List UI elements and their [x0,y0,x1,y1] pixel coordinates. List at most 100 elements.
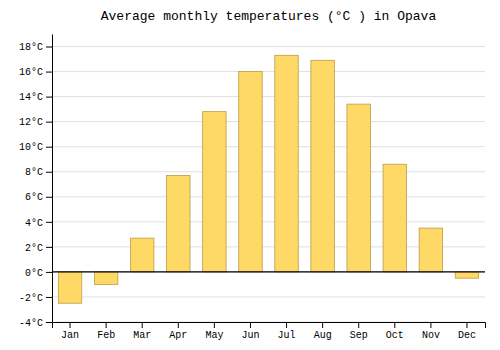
y-tick-mark [46,122,52,123]
y-tick: 2°C [25,243,52,254]
x-tick-mark [430,322,431,328]
x-tick-mark [178,322,179,328]
x-tick-mark [286,322,287,328]
x-tick-label: Jun [241,330,259,341]
bar [455,272,478,278]
grid-line [52,46,485,47]
x-tick-label: Aug [314,330,332,341]
y-tick-label: 4°C [25,218,43,229]
y-tick-label: -2°C [19,293,43,304]
x-tick-mark [250,322,251,328]
x-tick-label: Apr [169,330,187,341]
bar [58,272,81,303]
x-tick-mark [214,322,215,328]
bar [239,72,262,272]
x-tick: Jul [278,322,296,341]
grid-line [52,96,485,97]
y-tick-label: 10°C [19,142,43,153]
plot: -4°C -2°C 0°C 2°C 4°C 6°C 8°C 10°C 12°C 14°C 16°C 1… [19,35,486,342]
bar [383,164,406,272]
grid [52,47,485,322]
y-tick: -4°C [19,318,52,329]
y-tick: 16°C [19,67,52,78]
y-tick: 10°C [19,142,52,153]
x-tick-label: Oct [386,330,404,341]
grid-line [52,171,485,172]
x-tick-mark [70,322,71,328]
y-tick-label: 0°C [25,268,43,279]
y-tick: 8°C [25,167,52,178]
x-tick-label: Feb [97,330,115,341]
y-tick-label: 8°C [25,167,43,178]
bar [130,238,153,272]
zero-line [52,271,485,272]
x-tick: Aug [314,322,332,341]
x-tick: Nov [422,322,440,341]
bar [167,175,190,271]
y-tick-mark [46,272,52,273]
bar [347,104,370,272]
bar [419,228,442,272]
y-tick-mark [46,97,52,98]
x-tick-label: Dec [458,330,476,341]
x-tick: Feb [97,322,115,341]
x-axis-line [53,323,486,329]
grid-line [52,146,485,147]
grid-line [52,121,485,122]
y-tick-mark [46,172,52,173]
bars [52,55,485,303]
y-tick-label: 14°C [19,92,43,103]
x-tick: Jun [241,322,259,341]
y-tick-label: 18°C [19,42,43,53]
x-tick-label: Sep [350,330,368,341]
y-axis-line [52,35,53,323]
y-tick: 6°C [25,192,52,203]
grid-line [52,71,485,72]
bar [311,60,334,272]
x-tick: Sep [350,322,368,341]
y-tick-mark [46,47,52,48]
y-tick-mark [46,297,52,298]
x-tick: Mar [133,322,151,341]
y-tick-label: -4°C [19,318,43,329]
y-tick-mark [46,147,52,148]
y-tick-label: 2°C [25,243,43,254]
x-axis: Jan Feb Mar Apr May Jun Jul Aug Sep Oct Nov Dec [53,322,486,341]
x-tick-mark [394,322,395,328]
chart: -4°C -2°C 0°C 2°C 4°C 6°C 8°C 10°C 12°C 14°C 16°C 1… [0,0,500,350]
x-tick: Oct [386,322,404,341]
y-tick-mark [46,247,52,248]
y-tick: 14°C [19,92,52,103]
x-tick-label: Jan [61,330,79,341]
x-tick: Dec [458,322,476,341]
y-tick: -2°C [19,293,52,304]
x-tick-label: Jul [278,330,296,341]
y-tick-label: 16°C [19,67,43,78]
title: Average monthly temperatures (°C ) in Op… [101,9,437,24]
x-tick-label: May [205,330,223,341]
y-tick-label: 6°C [25,192,43,203]
x-tick-mark [106,322,107,328]
x-tick: May [205,322,223,341]
x-tick-label: Mar [133,330,151,341]
x-tick: Jan [61,322,79,341]
y-tick-mark [46,197,52,198]
y-tick-mark [46,72,52,73]
x-tick-mark [466,322,467,328]
bar [203,112,226,272]
y-tick: 0°C [25,268,52,279]
x-tick-label: Nov [422,330,440,341]
grid-line [52,296,485,297]
x-tick-mark [358,322,359,328]
x-tick-mark [142,322,143,328]
y-axis: -4°C -2°C 0°C 2°C 4°C 6°C 8°C 10°C 12°C 14°C 16°C 1… [19,35,53,329]
y-tick: 4°C [25,218,52,229]
x-tick: Apr [169,322,187,341]
x-tick-mark [322,322,323,328]
grid-line [52,221,485,222]
y-tick-label: 12°C [19,117,43,128]
bar [94,272,117,285]
grid-line [52,196,485,197]
bar [275,55,298,272]
y-tick: 12°C [19,117,52,128]
